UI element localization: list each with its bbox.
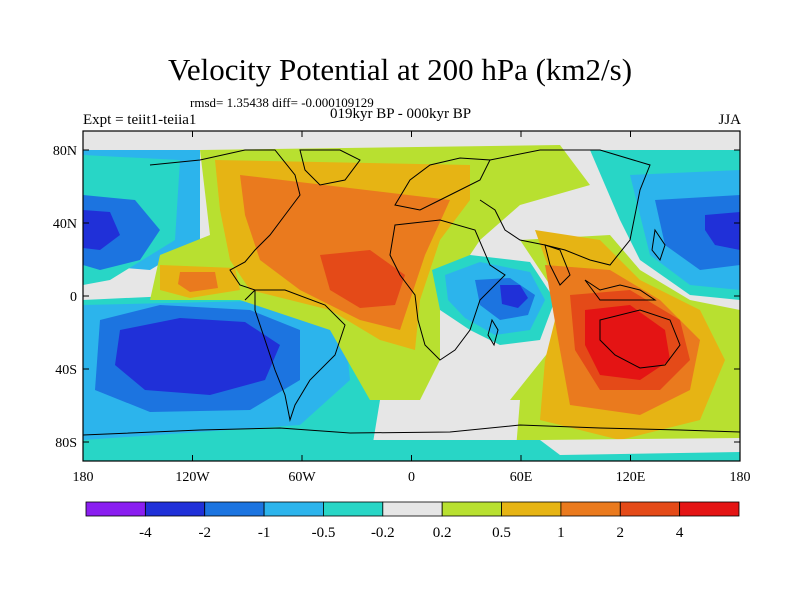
asia-coast (479, 149, 651, 266)
negative-region-east-pacific (83, 150, 420, 461)
lon-label: 120W (175, 470, 210, 485)
lon-label: 60W (288, 470, 316, 485)
europe-coast (394, 157, 491, 211)
colorbar-swatch (85, 501, 146, 517)
colorbar-label: -1 (258, 525, 271, 541)
southern-band (83, 400, 740, 461)
period-label: 019kyr BP - 000kyr BP (330, 106, 472, 122)
colorbar-swatch (679, 501, 740, 517)
colorbar-label: 2 (617, 525, 625, 541)
colorbar-label: -0.2 (371, 525, 395, 541)
north-america-coast (149, 149, 301, 301)
colorbar-swatch (323, 501, 384, 517)
colorbar: -4 -2 -1 -0.5 -0.2 0.2 0.5 1 2 4 (85, 501, 740, 541)
africa-coast (389, 219, 506, 361)
season-label: JJA (718, 112, 741, 128)
colorbar-swatch (144, 501, 206, 517)
lon-label: 60E (510, 470, 533, 485)
experiment-label: Expt = teiit1-teiia1 (83, 112, 197, 128)
longitude-labels: 180 120W 60W 0 60E 120E 180 (73, 470, 751, 485)
south-america-coast (254, 289, 346, 422)
colorbar-label: 4 (676, 525, 684, 541)
negative-region-west-pacific (590, 150, 740, 300)
coastlines (83, 149, 740, 436)
antarctica-coast (83, 424, 740, 436)
lon-label: 120E (616, 470, 646, 485)
lat-label: 0 (70, 290, 77, 305)
lat-label: 80N (53, 144, 77, 159)
maritime-continent (584, 279, 657, 301)
axis-ticks (82, 131, 741, 461)
lon-label: 180 (73, 470, 94, 485)
colorbar-label: 0.2 (433, 525, 452, 541)
greenland-coast (299, 149, 361, 186)
lon-label: 0 (408, 470, 415, 485)
colorbar-label: 0.5 (492, 525, 511, 541)
japan-coast (651, 228, 666, 262)
colorbar-label: -0.5 (312, 525, 336, 541)
colorbar-swatch (382, 501, 443, 517)
contour-field (83, 131, 740, 461)
colorbar-swatch (619, 501, 681, 517)
lon-label: 180 (730, 470, 751, 485)
colorbar-swatch (560, 501, 621, 517)
plot-title: Velocity Potential at 200 hPa (km2/s) (167, 52, 633, 87)
colorbar-label: -2 (198, 525, 211, 541)
lat-label: 80S (55, 436, 77, 451)
colorbar-swatch (501, 501, 562, 517)
australia-coast (599, 309, 681, 369)
negative-region-indian-ocean (432, 255, 555, 345)
colorbar-swatch (263, 501, 324, 517)
latitude-labels: 80N 40N 0 40S 80S (53, 144, 77, 451)
colorbar-swatch (204, 501, 265, 517)
india-coast (544, 244, 571, 286)
lat-label: 40S (55, 363, 77, 378)
colorbar-label: 1 (557, 525, 565, 541)
positive-region-indo-pacific (510, 230, 740, 461)
lat-label: 40N (53, 217, 77, 232)
stats-line: rmsd= 1.35438 diff= -0.000109129 (190, 95, 374, 110)
madagascar (487, 318, 499, 347)
colorbar-label: -4 (139, 525, 152, 541)
colorbar-swatch (441, 501, 502, 517)
